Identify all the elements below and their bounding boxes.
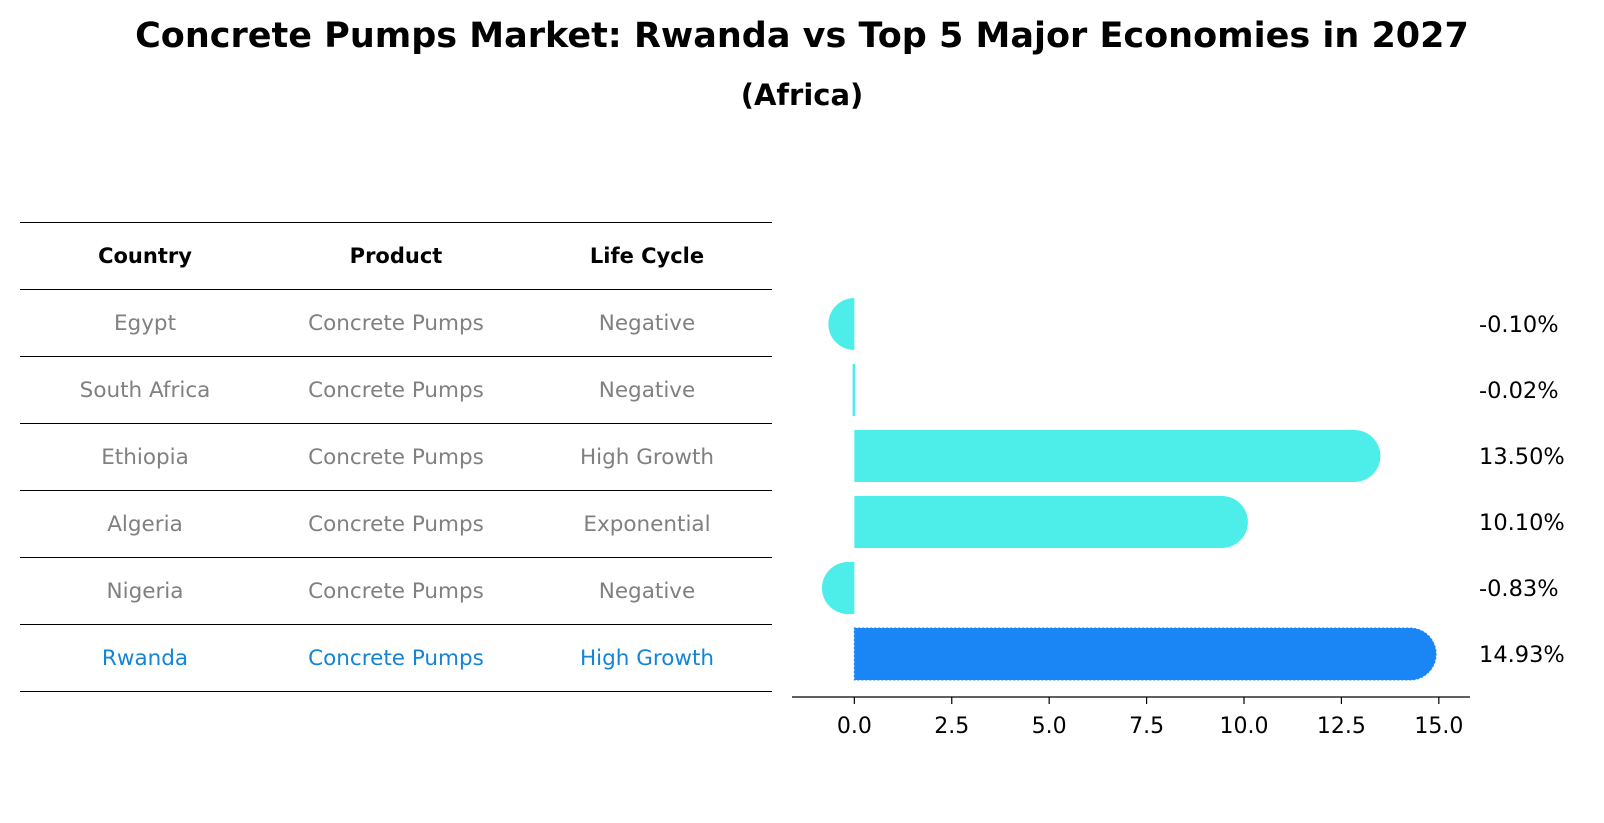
chart-title: Concrete Pumps Market: Rwanda vs Top 5 M…	[135, 16, 1469, 56]
cell-product: Concrete Pumps	[270, 624, 522, 692]
x-tick-label: 15.0	[1414, 714, 1463, 739]
bar-nigeria	[822, 562, 855, 614]
data-table: Country Product Life Cycle Egypt Concret…	[20, 222, 772, 692]
cell-product: Concrete Pumps	[270, 289, 522, 357]
cell-country: Algeria	[20, 490, 270, 558]
cell-product: Concrete Pumps	[270, 423, 522, 491]
table-row: Algeria Concrete Pumps Exponential	[20, 490, 772, 558]
table-row: Egypt Concrete Pumps Negative	[20, 289, 772, 357]
table-row-highlighted: Rwanda Concrete Pumps High Growth	[20, 624, 772, 692]
value-label: -0.83%	[1479, 576, 1559, 602]
x-tick-label: 12.5	[1317, 714, 1366, 739]
value-label: 14.93%	[1479, 642, 1565, 668]
bar-rwanda	[853, 627, 1437, 681]
cell-country: Rwanda	[20, 624, 270, 692]
bar-ethiopia	[854, 430, 1381, 482]
cell-product: Concrete Pumps	[270, 356, 522, 424]
cell-life-cycle: High Growth	[522, 624, 772, 692]
cell-life-cycle: Negative	[522, 289, 772, 357]
x-tick-label: 0.0	[837, 714, 872, 739]
value-label: -0.10%	[1479, 312, 1559, 338]
table-row: Nigeria Concrete Pumps Negative	[20, 557, 772, 625]
x-tick-label: 10.0	[1220, 714, 1269, 739]
chart-subtitle: (Africa)	[740, 78, 864, 112]
cell-life-cycle: Exponential	[522, 490, 772, 558]
cell-life-cycle: Negative	[522, 557, 772, 625]
value-label: 10.10%	[1479, 510, 1565, 536]
table-row: South Africa Concrete Pumps Negative	[20, 356, 772, 424]
x-tick-label: 5.0	[1032, 714, 1067, 739]
x-tick-label: 2.5	[934, 714, 969, 739]
table-row: Ethiopia Concrete Pumps High Growth	[20, 423, 772, 491]
table-header-row: Country Product Life Cycle	[20, 222, 772, 290]
cell-product: Concrete Pumps	[270, 490, 522, 558]
cell-product: Concrete Pumps	[270, 557, 522, 625]
cell-country: Egypt	[20, 289, 270, 357]
cell-life-cycle: High Growth	[522, 423, 772, 491]
cell-life-cycle: Negative	[522, 356, 772, 424]
value-label: 13.50%	[1479, 444, 1565, 470]
cell-country: Nigeria	[20, 557, 270, 625]
header-product: Product	[270, 222, 522, 290]
x-tick-label: 7.5	[1129, 714, 1164, 739]
bar-egypt	[828, 298, 855, 350]
value-label: -0.02%	[1479, 378, 1559, 404]
bar-south-africa	[852, 364, 856, 416]
header-country: Country	[20, 222, 270, 290]
cell-country: Ethiopia	[20, 423, 270, 491]
header-life-cycle: Life Cycle	[522, 222, 772, 290]
bar-algeria	[854, 496, 1248, 548]
cell-country: South Africa	[20, 356, 270, 424]
